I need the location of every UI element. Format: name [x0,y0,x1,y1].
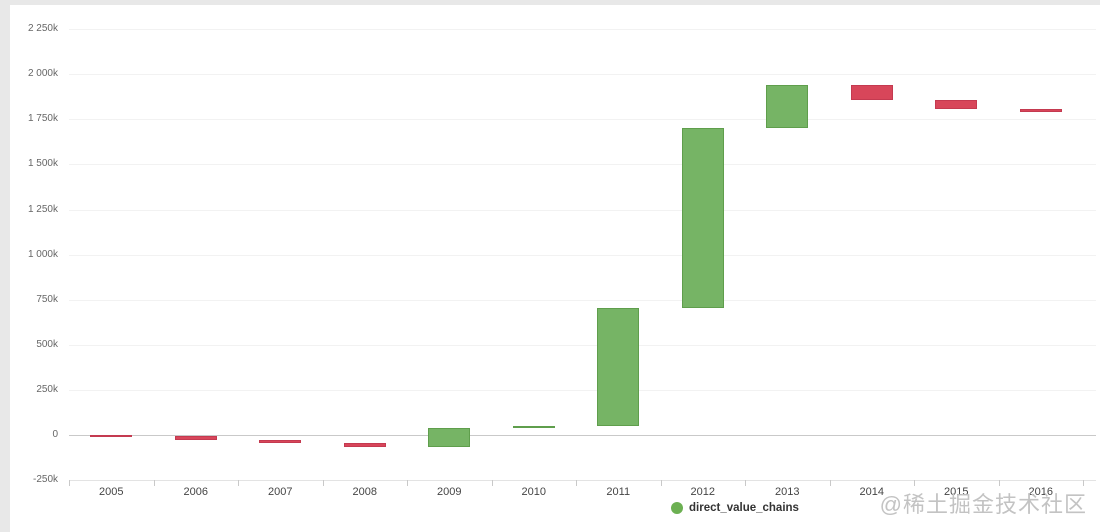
legend-dot-icon [671,502,683,514]
bar-2009[interactable] [428,427,471,447]
x-tick-label-2015: 2015 [944,486,969,499]
gridline-750k [69,299,1096,301]
gridline-0 [69,435,1096,437]
gridline-2250k [69,29,1096,31]
x-tick-label-2008: 2008 [352,486,377,499]
x-tick-label-2016: 2016 [1028,486,1053,499]
x-tick-label-2009: 2009 [437,486,462,499]
y-tick-label: 250k [36,383,58,395]
y-tick-label: 750k [36,293,58,305]
x-axis-tick [153,480,155,487]
x-axis-tick [914,480,915,487]
bar-2007[interactable] [259,439,302,443]
x-tick-label-2007: 2007 [268,486,293,499]
x-tick-label-2011: 2011 [606,486,631,499]
gridline-1000k [69,254,1096,256]
x-axis-tick [1083,480,1084,487]
x-axis-tick [745,480,746,487]
x-tick-label-2010: 2010 [521,486,546,499]
x-tick-label-2014: 2014 [859,486,884,499]
x-tick-label-2006: 2006 [183,486,208,499]
gridline-1750k [69,119,1096,121]
gridline-250k [69,389,1096,391]
y-tick-label: 2 000k [27,68,58,80]
x-tick-label-2012: 2012 [690,486,715,499]
x-axis-tick [69,480,70,487]
y-tick-label: 0 [52,429,58,441]
x-axis-tick [660,480,662,487]
y-tick-label: -250k [32,474,58,486]
gridline-1250k [69,209,1096,211]
y-tick-label: 1 000k [27,248,58,260]
bar-2013[interactable] [766,84,809,128]
y-tick-label: 1 500k [27,158,58,170]
bar-2011[interactable] [597,307,640,427]
y-tick-label: 1 250k [27,203,58,215]
gridline-500k [69,344,1096,346]
legend-label: direct_value_chains [689,502,799,514]
bar-2012[interactable] [681,127,724,308]
legend-item-direct-value-chains[interactable]: direct_value_chains [671,502,799,514]
bar-2014[interactable] [850,84,893,101]
x-tick-label-2013: 2013 [775,486,800,499]
y-tick-label: 1 750k [27,113,58,125]
x-axis-tick [829,480,831,487]
x-axis-tick [238,480,239,487]
gridline-2000k [69,74,1096,76]
chart-card [10,5,1100,532]
x-axis-tick [576,480,577,487]
x-axis-tick [998,480,1000,487]
bar-2005[interactable] [90,435,133,438]
x-axis-tick [322,480,324,487]
y-tick-label: 500k [36,338,58,350]
x-tick-label-2005: 2005 [99,486,124,499]
x-axis-tick [491,480,493,487]
bar-2006[interactable] [174,435,217,440]
x-axis-line [69,480,1096,482]
bar-2016[interactable] [1019,109,1062,113]
x-axis-tick [407,480,408,487]
bar-2008[interactable] [343,442,386,447]
gridline-1500k [69,164,1096,166]
bar-2015[interactable] [935,100,978,110]
y-tick-label: 2 250k [27,23,58,35]
bar-2010[interactable] [512,426,555,429]
